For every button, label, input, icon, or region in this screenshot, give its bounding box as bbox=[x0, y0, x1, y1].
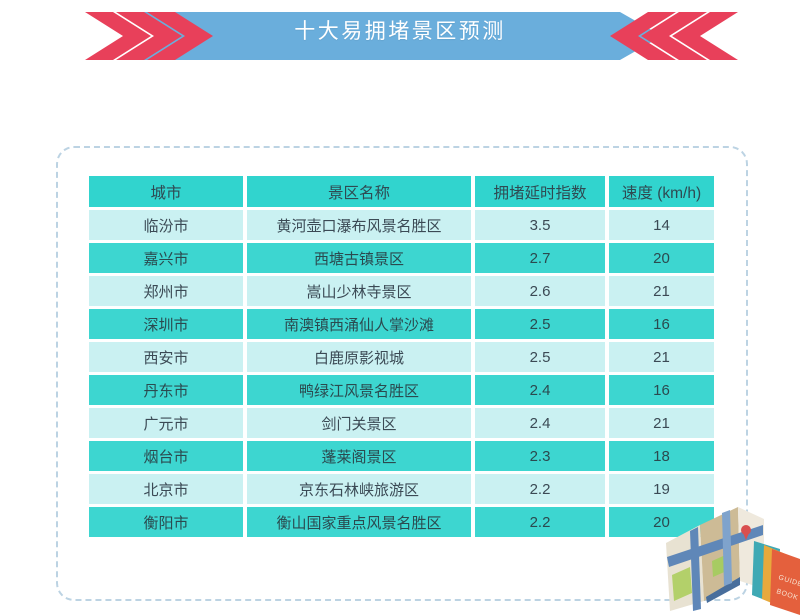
cell-index: 2.7 bbox=[475, 243, 605, 273]
cell-city: 临汾市 bbox=[89, 210, 243, 240]
cell-index: 2.4 bbox=[475, 408, 605, 438]
cell-spot: 衡山国家重点风景名胜区 bbox=[247, 507, 471, 537]
cell-spot: 京东石林峡旅游区 bbox=[247, 474, 471, 504]
guide-book-label-line2: BOOK bbox=[775, 588, 799, 602]
cell-speed: 19 bbox=[609, 474, 714, 504]
cell-city: 衡阳市 bbox=[89, 507, 243, 537]
cell-city: 深圳市 bbox=[89, 309, 243, 339]
right-chevron-1 bbox=[610, 12, 676, 60]
dashed-content-frame bbox=[56, 146, 748, 601]
cell-spot: 鸭绿江风景名胜区 bbox=[247, 375, 471, 405]
data-table-wrapper: 城市 景区名称 拥堵延时指数 速度 (km/h) 临汾市 黄河壶口瀑布风景名胜区… bbox=[85, 173, 714, 540]
cell-spot: 南澳镇西涌仙人掌沙滩 bbox=[247, 309, 471, 339]
banner-graphic bbox=[85, 12, 738, 60]
cell-speed: 20 bbox=[609, 507, 714, 537]
cell-city: 北京市 bbox=[89, 474, 243, 504]
congestion-forecast-table: 城市 景区名称 拥堵延时指数 速度 (km/h) 临汾市 黄河壶口瀑布风景名胜区… bbox=[85, 173, 718, 540]
right-chevron-2 bbox=[641, 12, 707, 60]
cell-spot: 嵩山少林寺景区 bbox=[247, 276, 471, 306]
right-chevrons bbox=[610, 12, 738, 60]
book-teal bbox=[752, 541, 780, 605]
cell-spot: 西塘古镇景区 bbox=[247, 243, 471, 273]
table-row: 北京市 京东石林峡旅游区 2.2 19 bbox=[89, 474, 714, 504]
cell-speed: 21 bbox=[609, 408, 714, 438]
table-row: 临汾市 黄河壶口瀑布风景名胜区 3.5 14 bbox=[89, 210, 714, 240]
guide-book-label-line1: GUIDE bbox=[777, 574, 800, 588]
cell-index: 2.3 bbox=[475, 441, 605, 471]
column-header-spot: 景区名称 bbox=[247, 176, 471, 207]
table-row: 广元市 剑门关景区 2.4 21 bbox=[89, 408, 714, 438]
header-banner: 十大易拥堵景区预测 bbox=[0, 0, 800, 72]
book-orange bbox=[770, 549, 800, 615]
table-body: 临汾市 黄河壶口瀑布风景名胜区 3.5 14 嘉兴市 西塘古镇景区 2.7 20… bbox=[89, 210, 714, 537]
column-header-speed: 速度 (km/h) bbox=[609, 176, 714, 207]
cell-speed: 20 bbox=[609, 243, 714, 273]
left-chevron-1 bbox=[85, 12, 151, 60]
cell-city: 丹东市 bbox=[89, 375, 243, 405]
cell-city: 郑州市 bbox=[89, 276, 243, 306]
column-header-city: 城市 bbox=[89, 176, 243, 207]
cell-spot: 蓬莱阁景区 bbox=[247, 441, 471, 471]
cell-index: 2.5 bbox=[475, 309, 605, 339]
cell-index: 3.5 bbox=[475, 210, 605, 240]
table-header-row: 城市 景区名称 拥堵延时指数 速度 (km/h) bbox=[89, 176, 714, 207]
cell-index: 2.6 bbox=[475, 276, 605, 306]
cell-spot: 白鹿原影视城 bbox=[247, 342, 471, 372]
cell-speed: 18 bbox=[609, 441, 714, 471]
cell-city: 烟台市 bbox=[89, 441, 243, 471]
table-row: 丹东市 鸭绿江风景名胜区 2.4 16 bbox=[89, 375, 714, 405]
cell-city: 西安市 bbox=[89, 342, 243, 372]
cell-speed: 16 bbox=[609, 375, 714, 405]
cell-index: 2.2 bbox=[475, 507, 605, 537]
table-row: 西安市 白鹿原影视城 2.5 21 bbox=[89, 342, 714, 372]
table-row: 嘉兴市 西塘古镇景区 2.7 20 bbox=[89, 243, 714, 273]
cell-speed: 14 bbox=[609, 210, 714, 240]
table-row: 郑州市 嵩山少林寺景区 2.6 21 bbox=[89, 276, 714, 306]
cell-index: 2.4 bbox=[475, 375, 605, 405]
cell-speed: 21 bbox=[609, 342, 714, 372]
left-chevrons bbox=[85, 12, 213, 60]
cell-speed: 16 bbox=[609, 309, 714, 339]
book-yellow bbox=[762, 545, 788, 609]
table-row: 深圳市 南澳镇西涌仙人掌沙滩 2.5 16 bbox=[89, 309, 714, 339]
cell-city: 广元市 bbox=[89, 408, 243, 438]
cell-spot: 剑门关景区 bbox=[247, 408, 471, 438]
table-row: 衡阳市 衡山国家重点风景名胜区 2.2 20 bbox=[89, 507, 714, 537]
cell-index: 2.5 bbox=[475, 342, 605, 372]
cell-spot: 黄河壶口瀑布风景名胜区 bbox=[247, 210, 471, 240]
ribbon-blue-shape bbox=[118, 12, 662, 60]
cell-speed: 21 bbox=[609, 276, 714, 306]
cell-index: 2.2 bbox=[475, 474, 605, 504]
column-header-index: 拥堵延时指数 bbox=[475, 176, 605, 207]
left-chevron-3 bbox=[147, 12, 213, 60]
table-row: 烟台市 蓬莱阁景区 2.3 18 bbox=[89, 441, 714, 471]
right-chevron-3 bbox=[672, 12, 738, 60]
cell-city: 嘉兴市 bbox=[89, 243, 243, 273]
left-chevron-2 bbox=[116, 12, 182, 60]
